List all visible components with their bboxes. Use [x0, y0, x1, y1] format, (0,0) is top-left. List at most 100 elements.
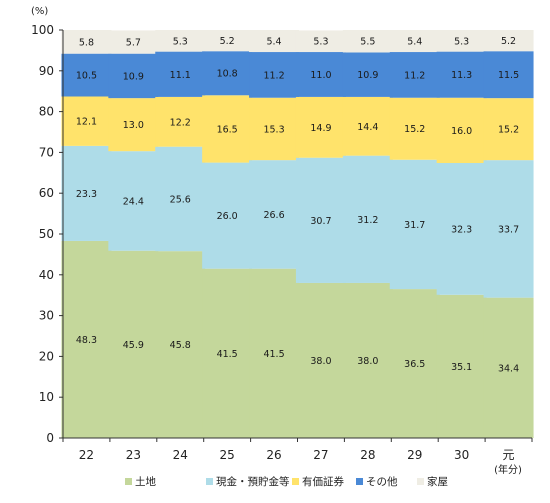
- bar-segment-3-4: [249, 52, 300, 98]
- data-label: 31.7: [404, 220, 425, 231]
- y-tick-label: 50: [39, 227, 54, 241]
- data-label: 23.3: [76, 189, 97, 200]
- bar-segment-4-1: [108, 30, 159, 54]
- bar-segment-1-3: [202, 162, 253, 269]
- data-label: 11.0: [310, 70, 331, 81]
- data-label: 11.1: [170, 70, 191, 81]
- bar-segment-2-8: [436, 97, 487, 164]
- data-label: 15.3: [263, 124, 284, 135]
- x-tick-label: 30: [454, 448, 469, 462]
- data-label: 14.4: [357, 122, 378, 133]
- x-tick-label: 27: [313, 448, 328, 462]
- data-label: 12.1: [76, 117, 97, 128]
- bar-segment-4-7: [389, 30, 440, 53]
- bar-segment-2-1: [108, 98, 159, 152]
- data-label: 13.0: [123, 120, 144, 131]
- y-tick-label: 60: [39, 186, 54, 200]
- data-label: 5.7: [126, 38, 141, 49]
- data-label: 26.0: [217, 211, 238, 222]
- bar-segment-1-8: [436, 163, 487, 295]
- bar-segment-4-8: [436, 30, 487, 52]
- legend-swatch: [125, 478, 132, 485]
- legend-label: その他: [366, 475, 398, 488]
- data-label: 33.7: [498, 224, 519, 235]
- x-unit-label: (年分): [494, 463, 522, 476]
- data-label: 10.9: [357, 70, 378, 81]
- x-tick-label: 24: [173, 448, 188, 462]
- data-label: 34.4: [498, 363, 519, 374]
- x-tick-label: 29: [407, 448, 422, 462]
- data-label: 5.2: [220, 36, 235, 47]
- data-label: 31.2: [357, 215, 378, 226]
- data-label: 16.0: [451, 126, 472, 137]
- data-label: 5.5: [360, 37, 375, 48]
- y-tick-label: 100: [31, 23, 54, 37]
- data-label: 25.6: [170, 194, 191, 205]
- y-tick-label: 70: [39, 145, 54, 159]
- bar-segment-3-0: [61, 53, 112, 97]
- bar-segment-1-9: [483, 160, 534, 298]
- bar-segment-4-6: [342, 30, 393, 53]
- data-label: 26.6: [263, 210, 284, 221]
- bar-segment-2-2: [155, 96, 206, 147]
- bar-segment-0-7: [389, 289, 440, 438]
- data-label: 24.4: [123, 196, 144, 207]
- data-label: 14.9: [310, 123, 331, 134]
- y-tick-label: 90: [39, 64, 54, 78]
- y-tick-label: 20: [39, 349, 54, 363]
- data-label: 5.8: [79, 37, 94, 48]
- bar-segment-1-2: [155, 146, 206, 252]
- bar-segment-3-7: [389, 52, 440, 98]
- axes-layer: 0 10 20 30 40 50 60 70 80 90 100 22 23 24 25 26 27 28 29 30…: [31, 23, 533, 462]
- bar-segment-0-0: [61, 240, 112, 438]
- data-label: 15.2: [404, 124, 425, 135]
- bar-segment-1-4: [249, 160, 300, 269]
- data-label: 41.5: [263, 349, 284, 360]
- y-tick-label: 10: [39, 390, 54, 404]
- legend-swatch: [356, 478, 363, 485]
- y-tick-label: 30: [39, 309, 54, 323]
- data-label: 30.7: [310, 216, 331, 227]
- bar-segment-2-5: [295, 96, 346, 158]
- bar-segment-0-8: [436, 294, 487, 438]
- data-label: 5.4: [407, 37, 422, 48]
- bar-segment-0-1: [108, 250, 159, 438]
- bar-segment-3-9: [483, 51, 534, 99]
- bar-segment-3-6: [342, 52, 393, 97]
- data-label: 5.3: [173, 36, 188, 47]
- bar-segment-3-5: [295, 52, 346, 97]
- bar-segment-2-0: [61, 96, 112, 146]
- bar-segment-0-5: [295, 282, 346, 438]
- data-label: 5.4: [266, 37, 281, 48]
- data-label: 12.2: [170, 117, 191, 128]
- bar-segment-4-0: [61, 30, 112, 54]
- bar-segment-0-2: [155, 251, 206, 438]
- legend: 土地 現金・預貯金等 有価証券 その他 家屋: [125, 475, 448, 488]
- bar-segment-1-6: [342, 155, 393, 283]
- x-tick-label: 元: [503, 448, 515, 462]
- x-tick-label: 28: [360, 448, 375, 462]
- legend-label: 家屋: [427, 475, 448, 488]
- bars-layer: 48.3 23.3 12.1 10.5 5.8 45.9 24.4 13.0 10.9 5.7 45…: [61, 30, 534, 438]
- data-label: 11.2: [404, 70, 425, 81]
- bar-segment-0-3: [202, 268, 253, 438]
- data-label: 11.3: [451, 70, 472, 81]
- data-label: 16.5: [217, 124, 238, 135]
- bar-segment-2-3: [202, 95, 253, 163]
- bar-segment-3-3: [202, 51, 253, 96]
- legend-swatch: [292, 478, 299, 485]
- data-label: 38.0: [357, 356, 378, 367]
- bar-segment-0-9: [483, 297, 534, 438]
- bar-segment-4-5: [295, 30, 346, 53]
- data-label: 45.9: [123, 340, 144, 351]
- data-label: 10.8: [217, 69, 238, 80]
- y-tick-label: 0: [46, 431, 54, 445]
- bar-segment-2-6: [342, 96, 393, 156]
- data-label: 41.5: [217, 349, 238, 360]
- y-unit-label: (%): [31, 6, 48, 17]
- legend-label: 現金・預貯金等: [216, 475, 290, 488]
- data-label: 48.3: [76, 335, 97, 346]
- data-label: 5.2: [501, 36, 516, 47]
- x-tick-label: 22: [79, 448, 94, 462]
- bar-segment-3-8: [436, 51, 487, 98]
